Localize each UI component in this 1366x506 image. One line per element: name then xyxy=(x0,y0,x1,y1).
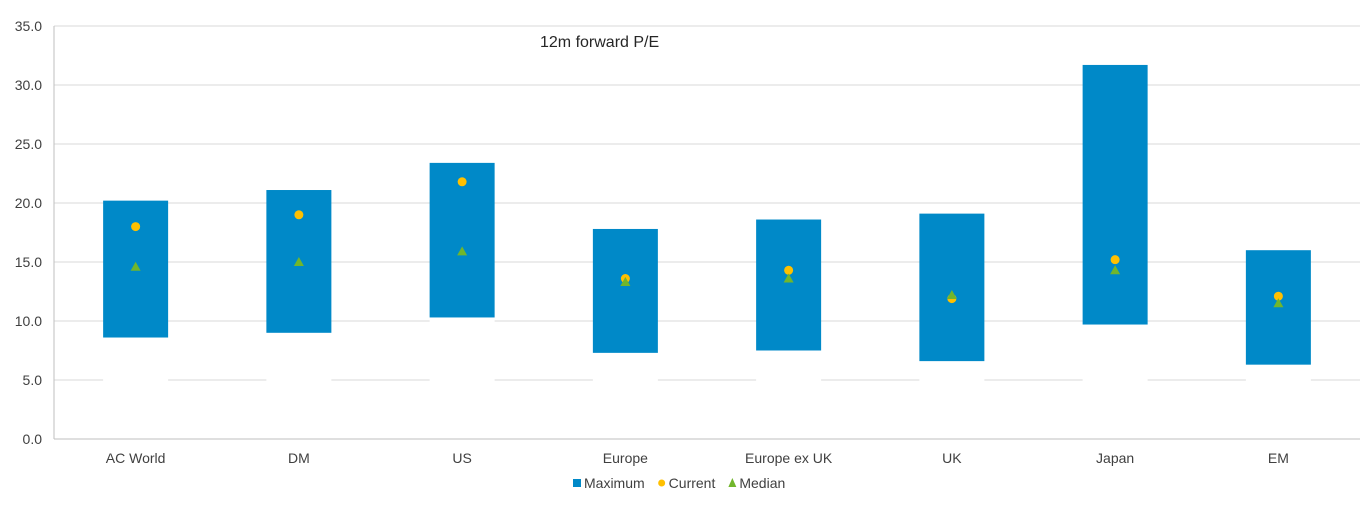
current-marker xyxy=(1110,255,1120,265)
range-base-bar xyxy=(429,317,495,438)
y-tick-label: 5.0 xyxy=(23,372,43,388)
current-marker xyxy=(457,177,467,187)
range-base-bar xyxy=(756,350,822,438)
range-bar-uk xyxy=(919,213,985,362)
y-axis: 0.0 5.0 10.0 15.0 20.0 25.0 30.0 35.0 xyxy=(15,18,55,447)
current-marker xyxy=(131,222,141,232)
x-tick-label: AC World xyxy=(106,450,166,466)
x-tick-label: Europe xyxy=(603,450,648,466)
range-bar-us xyxy=(429,162,495,318)
x-tick-label: UK xyxy=(942,450,962,466)
legend-label: Current xyxy=(669,475,716,491)
chart-title: 12m forward P/E xyxy=(540,34,659,51)
current-marker xyxy=(1273,291,1283,301)
median-marker xyxy=(457,246,468,256)
y-tick-label: 30.0 xyxy=(15,77,42,93)
range-bar-europe xyxy=(592,228,658,353)
x-tick-label: US xyxy=(452,450,471,466)
x-tick-label: EM xyxy=(1268,450,1289,466)
median-marker xyxy=(1110,265,1121,275)
range-base-bar xyxy=(1245,364,1311,438)
median-marker xyxy=(1273,298,1284,308)
legend-label: Maximum xyxy=(584,475,645,491)
x-axis: AC World DM US Europe Europe ex UK UK Japan EM xyxy=(54,438,1360,466)
legend-swatch-current xyxy=(658,479,666,487)
y-tick-label: 0.0 xyxy=(23,431,43,447)
legend-swatch-median xyxy=(728,478,737,487)
current-marker xyxy=(784,265,794,275)
current-marker xyxy=(294,210,304,220)
y-tick-label: 20.0 xyxy=(15,195,42,211)
median-marker xyxy=(293,257,304,266)
y-tick-label: 25.0 xyxy=(15,136,42,152)
legend-label: Median xyxy=(739,475,785,491)
legend-swatch-maximum xyxy=(573,479,581,487)
median-marker xyxy=(620,277,631,287)
bars xyxy=(103,64,1311,438)
range-base-bar xyxy=(1082,324,1148,438)
y-tick-label: 35.0 xyxy=(15,18,42,34)
median-marker xyxy=(946,290,957,300)
range-base-bar xyxy=(103,337,169,438)
x-tick-label: Europe ex UK xyxy=(745,450,833,466)
y-tick-label: 10.0 xyxy=(15,313,42,329)
range-bar-japan xyxy=(1082,64,1148,325)
range-base-bar xyxy=(266,332,332,438)
x-tick-label: Japan xyxy=(1096,450,1134,466)
range-base-bar xyxy=(592,352,658,438)
legend: Maximum Current Median xyxy=(573,475,785,491)
y-tick-label: 15.0 xyxy=(15,254,42,270)
gridlines xyxy=(54,25,1360,381)
markers xyxy=(130,177,1284,308)
range-bar-europe-ex-uk xyxy=(756,219,822,351)
median-marker xyxy=(130,261,141,271)
x-tick-label: DM xyxy=(288,450,310,466)
median-marker xyxy=(783,273,794,283)
range-base-bar xyxy=(919,361,985,438)
range-bar-em xyxy=(1245,250,1311,365)
